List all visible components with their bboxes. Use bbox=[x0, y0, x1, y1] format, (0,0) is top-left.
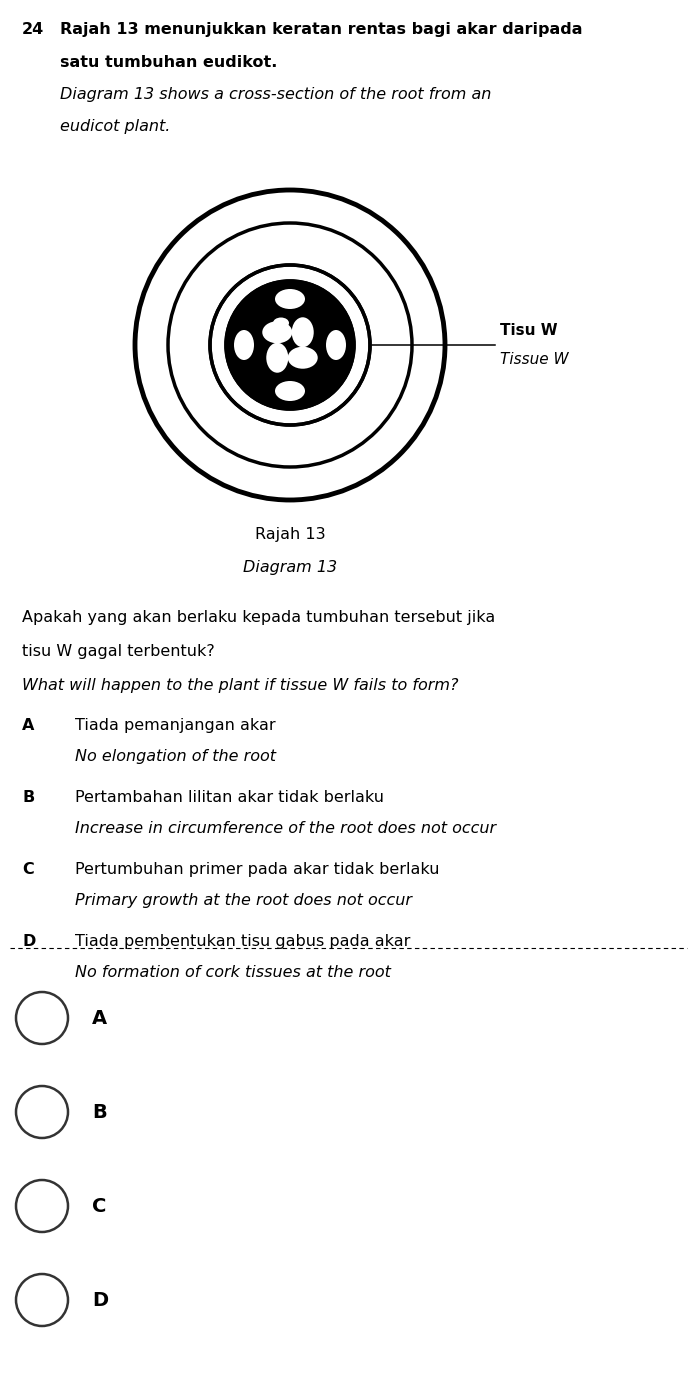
Ellipse shape bbox=[326, 330, 346, 360]
Ellipse shape bbox=[275, 288, 305, 309]
Text: Pertumbuhan primer pada akar tidak berlaku: Pertumbuhan primer pada akar tidak berla… bbox=[75, 862, 440, 876]
Text: tisu W gagal terbentuk?: tisu W gagal terbentuk? bbox=[22, 644, 215, 659]
Text: A: A bbox=[92, 1008, 107, 1028]
Text: Apakah yang akan berlaku kepada tumbuhan tersebut jika: Apakah yang akan berlaku kepada tumbuhan… bbox=[22, 610, 496, 624]
Text: 24: 24 bbox=[22, 22, 44, 36]
Text: Tisu W: Tisu W bbox=[500, 323, 558, 339]
Text: Diagram 13: Diagram 13 bbox=[243, 560, 337, 575]
Text: D: D bbox=[22, 934, 36, 949]
Text: No formation of cork tissues at the root: No formation of cork tissues at the root bbox=[75, 965, 391, 980]
Text: Tissue W: Tissue W bbox=[500, 351, 569, 367]
Text: Rajah 13: Rajah 13 bbox=[254, 526, 325, 542]
Ellipse shape bbox=[275, 381, 305, 400]
Text: Rajah 13 menunjukkan keratan rentas bagi akar daripada: Rajah 13 menunjukkan keratan rentas bagi… bbox=[60, 22, 583, 36]
Text: B: B bbox=[22, 790, 34, 805]
Ellipse shape bbox=[273, 318, 289, 329]
Text: C: C bbox=[22, 862, 33, 876]
Text: satu tumbuhan eudikot.: satu tumbuhan eudikot. bbox=[60, 55, 277, 70]
Circle shape bbox=[227, 281, 353, 409]
Ellipse shape bbox=[288, 347, 318, 368]
Text: eudicot plant.: eudicot plant. bbox=[60, 119, 170, 134]
Text: No elongation of the root: No elongation of the root bbox=[75, 749, 276, 764]
Text: D: D bbox=[92, 1291, 108, 1309]
Text: Primary growth at the root does not occur: Primary growth at the root does not occu… bbox=[75, 893, 412, 909]
Text: A: A bbox=[22, 718, 34, 734]
Text: Increase in circumference of the root does not occur: Increase in circumference of the root do… bbox=[75, 820, 496, 836]
Text: Pertambahan lilitan akar tidak berlaku: Pertambahan lilitan akar tidak berlaku bbox=[75, 790, 384, 805]
Text: What will happen to the plant if tissue W fails to form?: What will happen to the plant if tissue … bbox=[22, 678, 459, 693]
Ellipse shape bbox=[292, 318, 314, 347]
Ellipse shape bbox=[262, 321, 292, 343]
Text: Diagram 13 shows a cross-section of the root from an: Diagram 13 shows a cross-section of the … bbox=[60, 87, 491, 102]
Text: Tiada pembentukan tisu gabus pada akar: Tiada pembentukan tisu gabus pada akar bbox=[75, 934, 411, 949]
Text: B: B bbox=[92, 1103, 107, 1121]
Ellipse shape bbox=[234, 330, 254, 360]
Text: C: C bbox=[92, 1197, 107, 1215]
Ellipse shape bbox=[266, 343, 289, 372]
Text: Tiada pemanjangan akar: Tiada pemanjangan akar bbox=[75, 718, 275, 734]
